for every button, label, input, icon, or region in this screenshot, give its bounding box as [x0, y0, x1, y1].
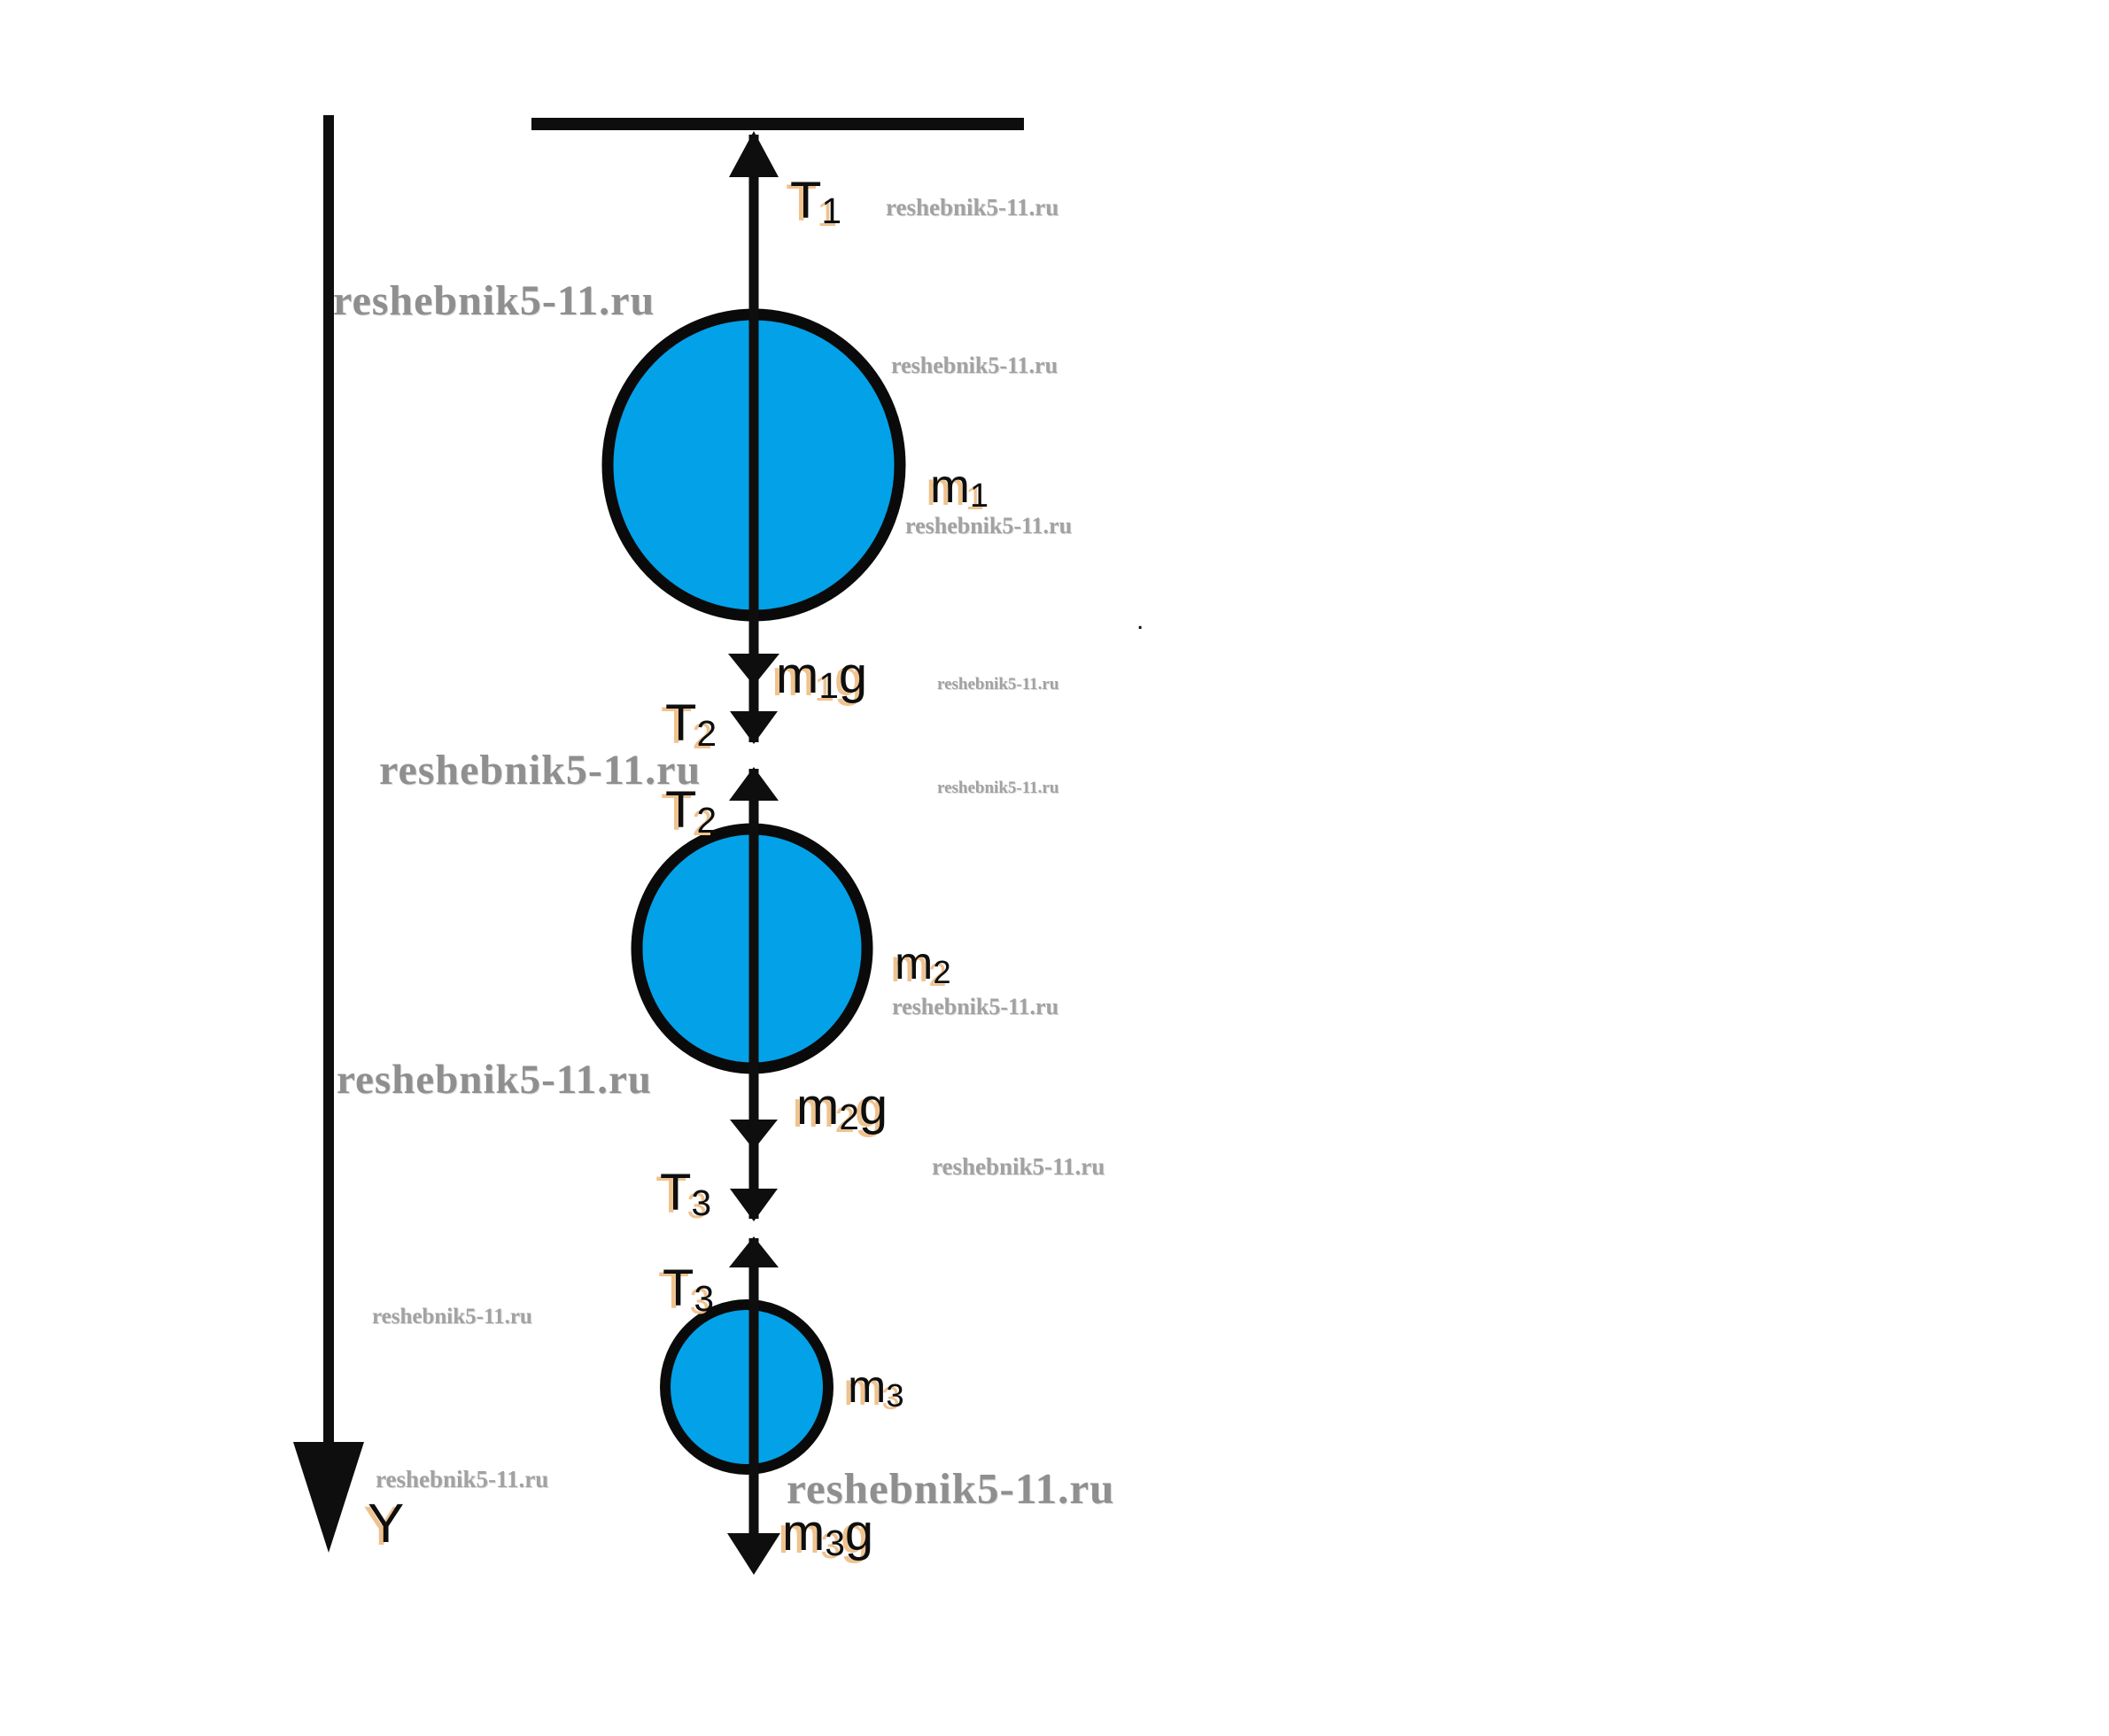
tension-t3-down-arrowhead	[730, 1189, 778, 1221]
watermark-small-2: reshebnik5-11.ru	[891, 353, 1058, 378]
tension-t2-up-arrowhead	[729, 767, 779, 801]
mass-ball-3	[660, 1299, 834, 1475]
watermark-large-bottom: reshebnik5-11.ru	[787, 1464, 1115, 1513]
weight-label-m1g: m1g	[776, 647, 868, 706]
ceiling-bar	[531, 118, 1024, 130]
watermark-large-lower: reshebnik5-11.ru	[337, 1057, 652, 1103]
stray-dot: .	[1136, 606, 1144, 635]
tension-label-t2-lower: T2	[665, 781, 717, 841]
watermark-large-middle: reshebnik5-11.ru	[379, 747, 702, 794]
watermark-small-4: reshebnik5-11.ru	[937, 675, 1059, 694]
weight-m2g-down-arrowhead	[730, 1120, 778, 1150]
tension-t3-up-arrowhead	[729, 1236, 779, 1267]
weight-label-m3g: m3g	[782, 1504, 874, 1563]
watermark-small-6: reshebnik5-11.ru	[892, 994, 1059, 1019]
weight-m1g-down-arrowhead	[728, 654, 779, 686]
weight-label-m2g: m2g	[796, 1078, 888, 1137]
mass-label-m3: m3	[848, 1361, 904, 1414]
watermark-small-8: reshebnik5-11.ru	[372, 1305, 532, 1329]
tension-label-t1: T1	[790, 172, 842, 231]
tension-label-t3-lower: T3	[663, 1259, 715, 1319]
y-axis-arrowhead	[293, 1442, 364, 1553]
mass-label-m2: m2	[895, 938, 951, 991]
watermark-small-3: reshebnik5-11.ru	[905, 513, 1073, 539]
tension-label-t3-upper: T3	[660, 1164, 712, 1223]
y-axis-label: Y	[368, 1493, 405, 1554]
tension-t1-up-arrowhead	[729, 131, 779, 177]
watermark-small-5: reshebnik5-11.ru	[937, 779, 1059, 797]
weight-m3g-down-arrowhead	[727, 1533, 780, 1575]
tension-t2-down-arrowhead	[730, 711, 778, 744]
watermark-small-7: reshebnik5-11.ru	[932, 1153, 1105, 1180]
mass-label-m1: m1	[930, 460, 989, 515]
watermark-small-1: reshebnik5-11.ru	[886, 194, 1059, 221]
tension-label-t2-upper: T2	[665, 694, 717, 754]
watermark-small-9: reshebnik5-11.ru	[376, 1466, 549, 1492]
watermark-large-top: reshebnik5-11.ru	[333, 277, 655, 324]
